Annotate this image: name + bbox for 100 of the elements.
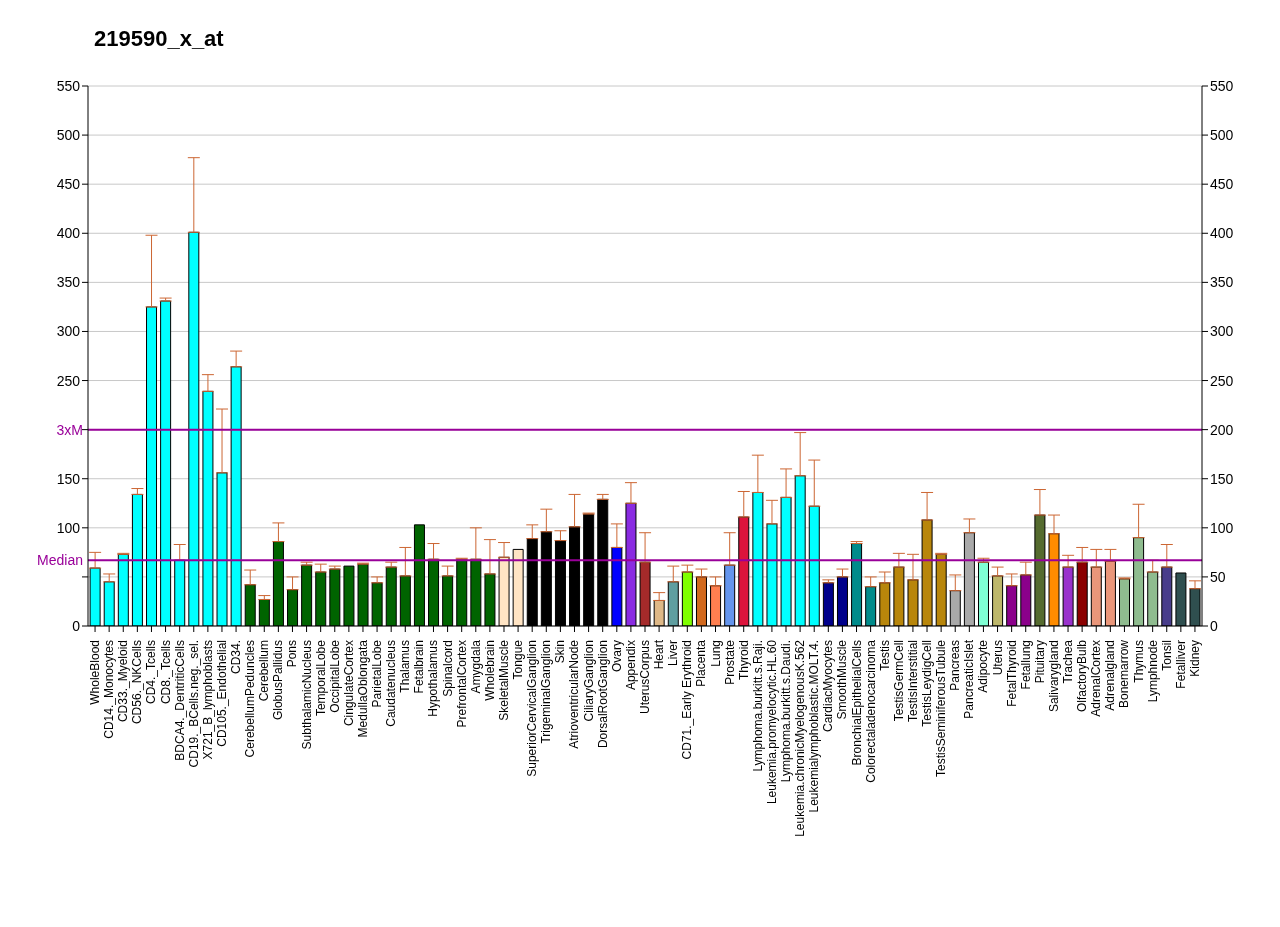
ref-line-label: Median: [37, 552, 83, 569]
x-tick-label: Fetalbrain: [412, 640, 427, 694]
x-tick-label: SubthalamicNucleus: [299, 640, 314, 750]
x-tick-label: TestisLeydigCell: [920, 640, 935, 727]
x-tick-label: Adrenalgland: [1103, 640, 1118, 711]
x-tick-label: Prostate: [722, 639, 737, 685]
x-tick-label: CD14._Monocytes: [102, 640, 117, 739]
y2-tick-label: 350: [1210, 274, 1234, 291]
y2-tick-label: 150: [1210, 470, 1234, 487]
x-tick-label: OccipitalLobe: [327, 639, 342, 713]
y-tick-label: 300: [56, 323, 81, 340]
x-tick-label: Hypothalamus: [426, 640, 441, 717]
x-tick-label: Tonsil: [1159, 640, 1174, 671]
x-tick-label: Lymphoma.burkitt.s.Daudi.: [779, 640, 794, 783]
x-tick-label: CD4._Tcells: [144, 640, 159, 705]
x-tick-label: FetalThyroid: [1004, 640, 1019, 707]
x-tick-label: Adipocyte: [976, 639, 991, 693]
ref-line-label: 3xM: [56, 421, 83, 438]
x-tick-label: Fetallung: [1018, 640, 1033, 690]
x-tick-label: TrigeminalGanglion: [539, 640, 554, 744]
y2-tick-label: 250: [1210, 372, 1234, 389]
x-tick-label: Fetalliver: [1173, 640, 1188, 689]
x-tick-label: Heart: [652, 639, 667, 670]
x-tick-label: Appendix: [623, 640, 638, 691]
y-tick-label: 550: [56, 77, 81, 94]
x-tick-label: Cerebellum: [257, 640, 272, 702]
x-tick-label: CD34.: [229, 640, 244, 675]
x-tick-label: Salivarygland: [1046, 640, 1061, 713]
x-tick-label: Uterus: [990, 640, 1005, 676]
x-tick-label: Ovary: [609, 640, 624, 673]
x-tick-label: TestisInterstitial: [905, 640, 920, 723]
x-tick-label: CerebellumPeduncles: [243, 640, 258, 758]
x-tick-label: DorsalRootGanglion: [595, 640, 610, 749]
x-tick-label: Leukemialymphoblastic.MOLT.4.: [807, 640, 822, 813]
x-tick-label: GlobusPallidus: [271, 640, 286, 721]
x-tick-label: Kidney: [1187, 640, 1202, 677]
x-tick-label: Colorectaladenocarcinoma: [863, 639, 878, 783]
x-tick-label: TestisSeminiferousTubule: [934, 639, 949, 777]
x-tick-label: CingulateCortex: [341, 640, 356, 727]
x-tick-label: UterusCorpus: [638, 640, 652, 715]
x-tick-label: Lymphnode: [1145, 639, 1160, 703]
x-tick-label: Tongue: [511, 639, 526, 680]
x-tick-label: Spinalcord: [440, 640, 455, 697]
x-tick-label: Pituitary: [1032, 640, 1047, 684]
x-tick-label: CD56._NKCells: [130, 640, 145, 725]
x-tick-label: Trachea: [1061, 639, 1076, 684]
x-tick-label: Bonemarrow: [1117, 639, 1132, 709]
x-tick-label: Leukemia.chronicMyelogenousK.562: [793, 639, 808, 837]
y-tick-label: 0: [72, 617, 81, 634]
x-tick-label: Thyroid: [736, 640, 751, 681]
y2-tick-label: 100: [1210, 519, 1234, 536]
y-tick-label: 400: [56, 225, 81, 242]
y-tick-label: 150: [56, 470, 81, 487]
y-tick-label: 100: [56, 519, 81, 536]
x-tick-label: Wholebrain: [482, 640, 497, 701]
x-tick-label: CD71._Early Erythroid: [680, 640, 695, 760]
x-tick-label: CiliaryGanglion: [581, 640, 596, 722]
y2-tick-label: 0: [1210, 617, 1218, 634]
y2-tick-label: 200: [1210, 421, 1234, 438]
y2-tick-label: 400: [1210, 225, 1234, 242]
x-tick-label: AtrioventricularNode: [567, 639, 582, 749]
y2-tick-label: 50: [1210, 568, 1226, 585]
x-tick-label: Lymphoma.burkitt.s.Raji.: [750, 640, 765, 772]
x-tick-label: CardiacMyocytes: [821, 640, 836, 733]
x-tick-label: Liver: [666, 640, 681, 667]
x-tick-label: SkeletalMuscle: [496, 639, 511, 721]
x-tick-label: Pons: [285, 640, 300, 668]
x-tick-label: TemporalLobe: [313, 639, 328, 717]
x-tick-label: CD8._Tcells: [158, 640, 173, 705]
x-tick-label: X721_B_lymphoblasts: [200, 640, 215, 760]
x-tick-label: Skin: [553, 640, 568, 664]
x-tick-label: SuperiorCervicalGanglion: [525, 640, 540, 777]
x-tick-label: CD105._Endothelial: [214, 640, 229, 747]
y2-tick-label: 300: [1210, 323, 1234, 340]
x-tick-label: Pancreas: [948, 640, 963, 691]
x-tick-label: Thymus: [1131, 640, 1146, 683]
y-tick-label: 450: [56, 176, 81, 193]
x-tick-label: MedullaOblongata: [355, 639, 370, 738]
chart-title: 219590_x_at: [93, 25, 225, 53]
x-tick-label: BDCA4._DentriticCells: [172, 640, 187, 761]
x-tick-label: WholeBlood: [88, 640, 103, 705]
x-tick-label: Testis: [877, 640, 892, 671]
y-tick-label: 500: [56, 127, 81, 144]
y-tick-label: 250: [56, 372, 81, 389]
y-tick-label: 350: [56, 274, 81, 291]
x-tick-label: CD19._BCells.neg._sel.: [186, 640, 201, 768]
y2-tick-label: 500: [1210, 127, 1234, 144]
x-tick-label: PrefrontalCortex: [454, 640, 469, 728]
x-tick-label: Leukemia.promyelocytic.HL.60: [764, 639, 779, 805]
y2-tick-label: 550: [1210, 77, 1234, 94]
x-tick-label: TestisGermCell: [891, 640, 906, 722]
x-tick-label: Thalamus: [398, 640, 413, 693]
x-tick-label: OlfactoryBulb: [1075, 639, 1090, 713]
x-tick-label: PancreaticIslet: [962, 639, 977, 719]
x-tick-label: Placenta: [694, 639, 709, 687]
x-tick-label: CD33._Myeloid: [116, 640, 131, 723]
x-tick-label: Amygdala: [468, 639, 483, 694]
x-tick-label: BronchialEpithelialCells: [849, 640, 864, 766]
x-tick-label: Caudatenucleus: [384, 640, 399, 727]
x-tick-label: Lung: [708, 640, 723, 667]
